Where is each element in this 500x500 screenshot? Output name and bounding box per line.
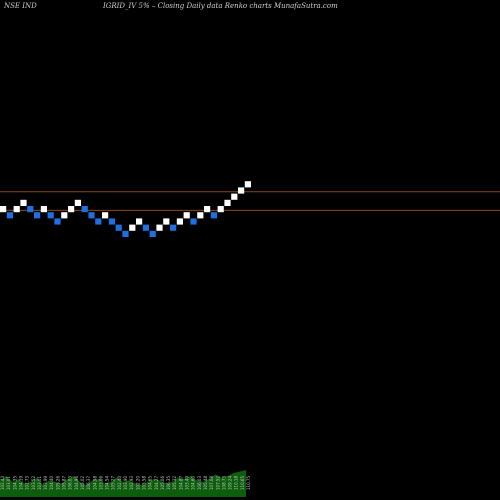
renko-brick-up (224, 199, 231, 206)
renko-brick-up (231, 193, 238, 200)
volume-price-label: 104.54 (105, 476, 110, 490)
volume-price-label: 103.58 (141, 476, 146, 490)
renko-brick-up (183, 212, 190, 219)
volume-price-label: 106.03 (68, 476, 73, 490)
volume-price-label: 105.06 (160, 476, 165, 490)
volume-price-label: 104.40 (49, 476, 54, 490)
renko-brick-up (197, 212, 204, 219)
renko-brick-down (210, 212, 217, 219)
renko-brick-down (88, 212, 95, 219)
renko-brick-up (20, 199, 27, 206)
volume-price-label: 110.18 (234, 476, 239, 490)
renko-brick-up (40, 206, 47, 213)
chart-caption: IGRID_IV 5% – Closing Daily data Renko c… (102, 2, 338, 10)
volume-price-label: 104.96 (74, 476, 79, 490)
volume-price-label: 104.35 (12, 476, 17, 490)
renko-brick-up (204, 206, 211, 213)
volume-price-label: 104.98 (92, 476, 97, 490)
volume-price-label: 110.65 (240, 476, 245, 490)
volume-price-label: 102.73 (25, 476, 30, 490)
renko-brick-down (142, 224, 149, 231)
volume-price-label: 102.20 (135, 476, 140, 490)
renko-brick-up (129, 224, 136, 231)
renko-brick-down (108, 218, 115, 225)
volume-price-label: 106.03 (197, 476, 202, 490)
volume-price-label: 104.65 (148, 476, 153, 490)
volume-price-label: 104.27 (154, 476, 159, 490)
volume-price-label: 103.52 (31, 476, 36, 490)
renko-brick-up (163, 218, 170, 225)
renko-brick-up (238, 187, 245, 194)
renko-brick-down (190, 218, 197, 225)
volume-price-label: 105.02 (80, 476, 85, 490)
renko-brick-down (34, 212, 41, 219)
renko-brick-down (54, 218, 61, 225)
renko-brick-down (115, 224, 122, 231)
renko-brick-up (176, 218, 183, 225)
renko-brick-down (47, 212, 54, 219)
volume-price-label: 110.75 (246, 476, 251, 490)
volume-price-label: 103.01 (37, 476, 42, 490)
volume-price-label: 104.87 (178, 476, 183, 490)
exchange-symbol-label: NSE IND (3, 2, 37, 10)
volume-price-label: 106.37 (86, 476, 91, 490)
volume-price-label: 102.43 (0, 476, 5, 490)
renko-brick-up (156, 224, 163, 231)
renko-brick-down (27, 206, 34, 213)
volume-price-label: 103.90 (123, 476, 128, 490)
renko-brick-up (13, 206, 20, 213)
volume-price-label: 103.01 (6, 476, 11, 490)
renko-brick-up (74, 199, 81, 206)
volume-area (0, 470, 246, 497)
renko-brick-up (136, 218, 143, 225)
renko-brick-down (81, 206, 88, 213)
volume-price-label: 109.24 (228, 476, 233, 490)
volume-price-label: 102.93 (129, 476, 134, 490)
volume-price-label: 104.60 (191, 476, 196, 490)
renko-brick-down (95, 218, 102, 225)
volume-price-label: 108.73 (221, 476, 226, 490)
renko-brick-up (68, 206, 75, 213)
volume-price-label: 107.52 (215, 476, 220, 490)
renko-bricks (0, 181, 251, 237)
volume-price-label: 105.87 (62, 476, 67, 490)
volume-price-label: 105.32 (172, 476, 177, 490)
volume-price-label: 107.08 (209, 476, 214, 490)
volume-price-label: 105.27 (111, 476, 116, 490)
renko-brick-down (170, 224, 177, 231)
renko-brick-down (122, 230, 129, 237)
volume-panel: 102.43 103.01 104.35 104.19 102.73 103.52 103.… (0, 470, 251, 497)
renko-brick-up (0, 206, 7, 213)
renko-brick-down (6, 212, 13, 219)
volume-price-label: 105.48 (203, 476, 208, 490)
renko-brick-up (217, 206, 224, 213)
volume-price-label: 106.35 (166, 476, 171, 490)
volume-price-label: 105.26 (55, 476, 60, 490)
renko-brick-down (149, 230, 156, 237)
renko-brick-up (244, 181, 251, 188)
volume-price-label: 104.19 (18, 476, 23, 490)
renko-brick-up (61, 212, 68, 219)
volume-price-label: 103.49 (185, 476, 190, 490)
volume-price-label: 103.99 (43, 476, 48, 490)
volume-price-label: 102.40 (117, 476, 122, 490)
volume-price-label: 103.86 (98, 476, 103, 490)
renko-brick-up (102, 212, 109, 219)
